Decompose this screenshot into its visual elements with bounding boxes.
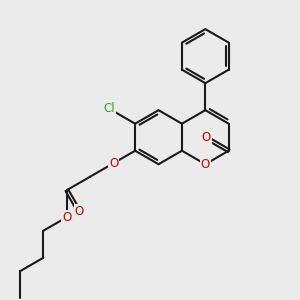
- Text: O: O: [202, 131, 211, 144]
- Text: O: O: [201, 158, 210, 171]
- Text: O: O: [109, 157, 118, 169]
- Text: Cl: Cl: [103, 102, 115, 115]
- Text: O: O: [74, 205, 84, 218]
- Text: O: O: [62, 211, 71, 224]
